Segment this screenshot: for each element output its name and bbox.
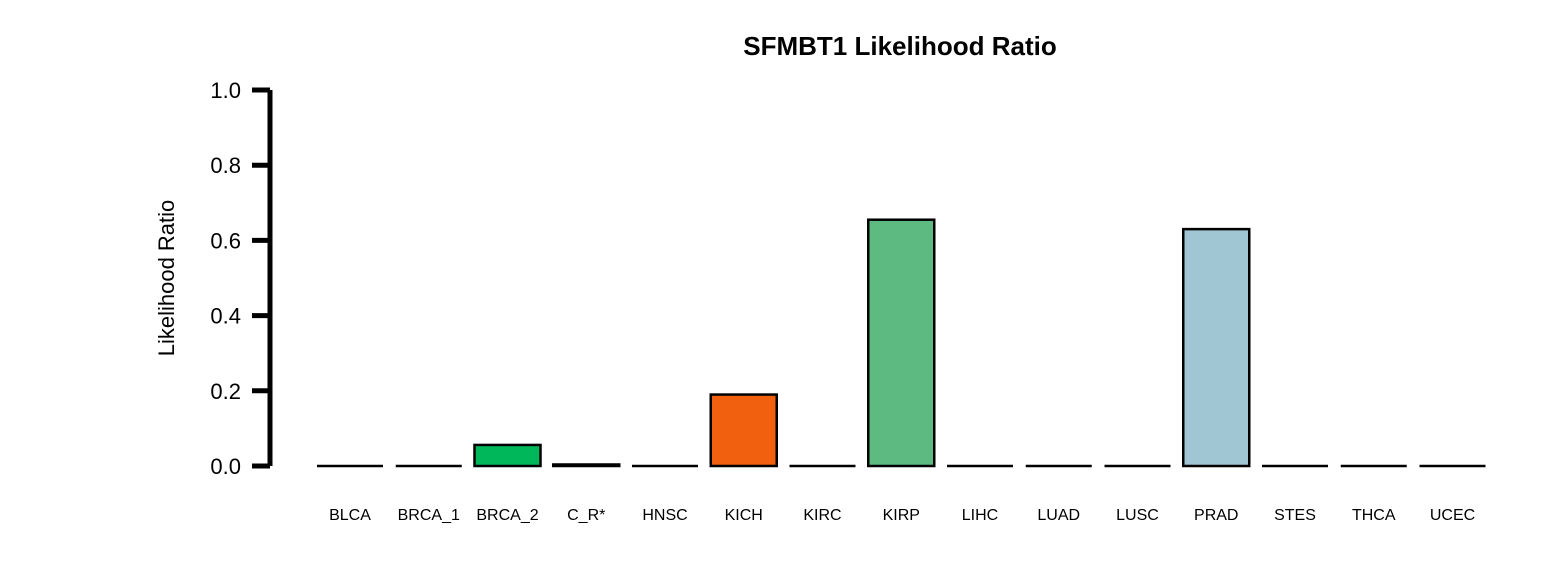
x-tick-label: HNSC [642,507,687,524]
x-tick-label: KIRP [883,507,920,524]
x-tick-label: BLCA [329,507,371,524]
y-axis-ticks: 0.0 0.2 0.4 0.6 0.8 1.0 [210,78,270,479]
bar-prad [1182,227,1251,468]
bar-kirp [867,218,936,468]
chart-title: SFMBT1 Likelihood Ratio [743,31,1056,61]
y-tick-label: 0.2 [210,379,241,404]
x-tick-label: STES [1274,507,1316,524]
x-tick-label: C_R* [567,507,605,524]
y-axis-label: Likelihood Ratio [154,200,179,357]
x-tick-label: UCEC [1430,507,1475,524]
x-tick-label: BRCA_1 [398,507,460,524]
bars [317,218,1486,468]
x-tick-label: LUSC [1116,507,1159,524]
x-tick-label: KICH [725,507,763,524]
x-tick-label: LUAD [1037,507,1080,524]
y-tick-label: 0.8 [210,153,241,178]
x-tick-label: BRCA_2 [476,507,538,524]
x-tick-label: THCA [1352,507,1396,524]
x-axis-tick-labels: BLCA BRCA_1 BRCA_2 C_R* HNSC KICH KIRC KIRP LIHC… [329,507,1475,524]
y-tick-label: 0.4 [210,304,241,329]
bar-kich [709,393,778,468]
y-tick-label: 1.0 [210,78,241,103]
bar-brca-2 [473,443,542,468]
x-tick-label: KIRC [803,507,841,524]
x-tick-label: PRAD [1194,507,1238,524]
bar-c-r- [552,463,621,468]
y-tick-label: 0.0 [210,454,241,479]
x-tick-label: LIHC [962,507,998,524]
y-tick-label: 0.6 [210,228,241,253]
